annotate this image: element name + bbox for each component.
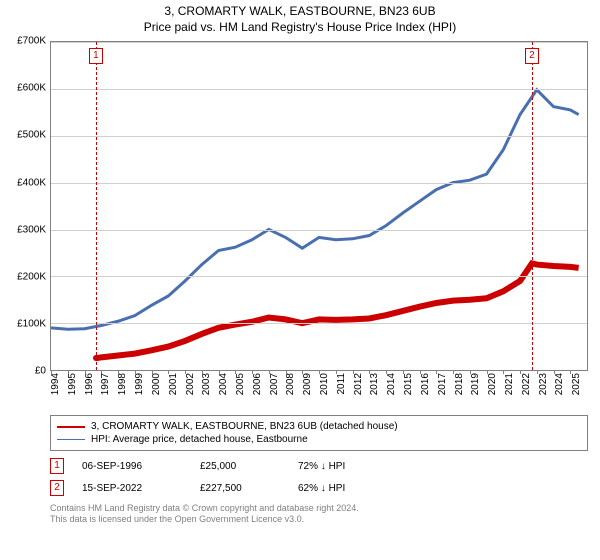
- gridline-y: [51, 89, 587, 90]
- x-tick-label: 1998: [117, 373, 128, 395]
- x-tick-label: 2007: [269, 373, 280, 395]
- x-tick-label: 2006: [252, 373, 263, 395]
- transaction-date: 06-SEP-1996: [82, 461, 182, 472]
- gridline-y: [51, 183, 587, 184]
- x-tick-label: 2019: [470, 373, 481, 395]
- transaction-delta: 62% ↓ HPI: [298, 483, 345, 494]
- chart-lines: [51, 42, 587, 370]
- x-tick-label: 2020: [487, 373, 498, 395]
- x-tick-label: 1994: [50, 373, 61, 395]
- marker-dot: [529, 261, 535, 267]
- x-tick-label: 2009: [302, 373, 313, 395]
- series-red: [96, 264, 579, 359]
- x-tick-label: 1996: [84, 373, 95, 395]
- footnote-line1: Contains HM Land Registry data © Crown c…: [50, 503, 588, 514]
- marker-dashed-line: [532, 42, 533, 370]
- x-tick-label: 1995: [67, 373, 78, 395]
- x-tick-label: 2025: [571, 373, 582, 395]
- x-tick-label: 2015: [403, 373, 414, 395]
- marker-dot: [93, 355, 99, 361]
- transaction-price: £25,000: [200, 461, 280, 472]
- footnote-line2: This data is licensed under the Open Gov…: [50, 514, 588, 525]
- legend: 3, CROMARTY WALK, EASTBOURNE, BN23 6UB (…: [50, 415, 588, 451]
- marker-number-box: 2: [525, 48, 539, 64]
- transaction-marker-box: 2: [50, 480, 64, 496]
- legend-label: HPI: Average price, detached house, East…: [91, 434, 308, 445]
- y-tick-label: £600K: [17, 83, 50, 94]
- transaction-delta: 72% ↓ HPI: [298, 461, 345, 472]
- x-tick-label: 1999: [134, 373, 145, 395]
- x-axis-labels: 1994 1995 1996 1997 1998 1999 2000 2001 2002 2003…: [50, 371, 588, 407]
- legend-swatch: [57, 426, 85, 428]
- marker-number-box: 1: [89, 48, 103, 64]
- x-tick-label: 2005: [235, 373, 246, 395]
- x-tick-label: 2008: [285, 373, 296, 395]
- gridline-y: [51, 276, 587, 277]
- x-tick-label: 2012: [353, 373, 364, 395]
- x-tick-label: 2003: [201, 373, 212, 395]
- x-tick-label: 2024: [554, 373, 565, 395]
- transaction-row: 1 06-SEP-1996 £25,000 72% ↓ HPI: [50, 455, 588, 477]
- x-tick-label: 2021: [504, 373, 515, 395]
- chart-title: 3, CROMARTY WALK, EASTBOURNE, BN23 6UB: [0, 0, 600, 20]
- x-tick-label: 2018: [454, 373, 465, 395]
- x-tick-label: 2013: [369, 373, 380, 395]
- x-tick-label: 2016: [420, 373, 431, 395]
- x-tick-label: 2023: [538, 373, 549, 395]
- x-tick-label: 2022: [521, 373, 532, 395]
- legend-label: 3, CROMARTY WALK, EASTBOURNE, BN23 6UB (…: [91, 421, 398, 432]
- legend-item: HPI: Average price, detached house, East…: [57, 433, 581, 446]
- transaction-rows: 1 06-SEP-1996 £25,000 72% ↓ HPI 2 15-SEP-2022…: [50, 455, 588, 499]
- x-tick-label: 1997: [100, 373, 111, 395]
- transaction-marker-box: 1: [50, 458, 64, 474]
- y-tick-label: £100K: [17, 319, 50, 330]
- y-tick-label: £400K: [17, 177, 50, 188]
- chart-subtitle: Price paid vs. HM Land Registry's House …: [0, 20, 600, 42]
- x-tick-label: 2010: [319, 373, 330, 395]
- x-tick-label: 2001: [168, 373, 179, 395]
- legend-swatch: [57, 439, 85, 440]
- legend-item: 3, CROMARTY WALK, EASTBOURNE, BN23 6UB (…: [57, 420, 581, 433]
- x-tick-label: 2014: [386, 373, 397, 395]
- x-tick-label: 2002: [185, 373, 196, 395]
- x-tick-label: 2011: [336, 373, 347, 395]
- gridline-y: [51, 136, 587, 137]
- transaction-price: £227,500: [200, 483, 280, 494]
- y-tick-label: £300K: [17, 224, 50, 235]
- y-tick-label: £200K: [17, 271, 50, 282]
- footnote: Contains HM Land Registry data © Crown c…: [50, 503, 588, 526]
- gridline-y: [51, 42, 587, 43]
- plot-box: 12: [50, 41, 588, 371]
- gridline-y: [51, 323, 587, 324]
- transaction-row: 2 15-SEP-2022 £227,500 62% ↓ HPI: [50, 477, 588, 499]
- x-tick-label: 2000: [151, 373, 162, 395]
- chart-area: 12 £0£100K£200K£300K£400K£500K£600K£700K: [50, 41, 588, 371]
- y-tick-label: £0: [35, 366, 50, 377]
- y-tick-label: £700K: [17, 36, 50, 47]
- marker-dashed-line: [96, 42, 97, 370]
- transaction-date: 15-SEP-2022: [82, 483, 182, 494]
- x-tick-label: 2004: [218, 373, 229, 395]
- gridline-y: [51, 230, 587, 231]
- x-tick-label: 2017: [437, 373, 448, 395]
- y-tick-label: £500K: [17, 130, 50, 141]
